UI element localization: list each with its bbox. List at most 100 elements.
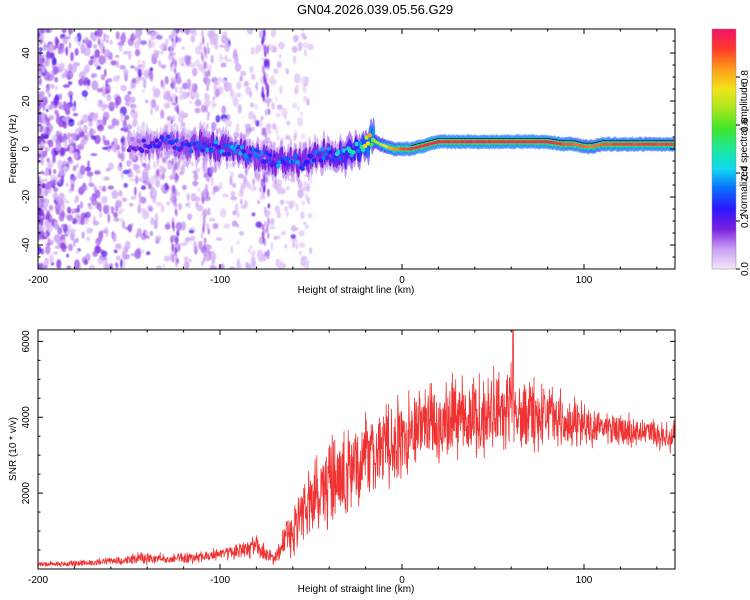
spectrogram-noise-blob	[124, 115, 130, 120]
spectrogram-noise-blob	[154, 212, 159, 222]
spectrogram-noise-blob	[41, 53, 47, 58]
spectrogram-noise-blob	[105, 39, 109, 43]
spectrogram-noise-blob	[58, 213, 65, 222]
spectrogram-noise-blob	[199, 41, 203, 50]
spectrogram-noise-blob	[106, 93, 112, 102]
spectrogram-noise-blob	[298, 230, 305, 237]
spectrogram-noise-blob	[164, 38, 169, 47]
spectrogram-noise-blob	[171, 216, 175, 223]
spectrogram-noise-blob	[300, 133, 306, 139]
spectrogram-noise-blob	[46, 157, 50, 163]
spectrogram-ridge-core	[157, 141, 163, 146]
spectrogram-noise-blob	[175, 221, 183, 231]
spectrogram-noise-blob	[70, 132, 77, 141]
spectrogram-noise-blob	[264, 206, 267, 215]
spectrogram-noise-blob	[52, 178, 57, 187]
spectrogram-noise-blob	[176, 191, 180, 197]
spectrogram-noise-blob	[160, 64, 167, 69]
spectrogram-noise-blob	[152, 160, 157, 170]
spectrogram-noise-blob	[145, 231, 149, 236]
spectrogram-ridge-core	[251, 147, 256, 152]
spectrogram-noise-blob	[263, 58, 267, 68]
spectrogram-noise-blob	[80, 217, 85, 226]
spectrogram-noise-blob	[41, 182, 46, 189]
spectrogram-noise-blob	[269, 78, 277, 86]
spectrogram-noise-blob	[91, 80, 99, 91]
spectrogram-noise-blob	[66, 70, 74, 80]
spectrogram-noise-blob	[105, 256, 108, 263]
spectrogram-noise-blob	[151, 55, 154, 63]
spectrogram-noise-blob	[239, 75, 243, 82]
spectrogram-noise-blob	[203, 188, 207, 195]
spectrogram-ridge-core	[272, 153, 277, 159]
spectrogram-noise-blob	[129, 110, 134, 116]
spectrogram-noise-blob	[87, 160, 90, 169]
spectrogram-noise-blob	[43, 124, 46, 135]
colorbar-tick-label: 0.8	[740, 70, 750, 84]
spectrogram-noise-blob	[76, 249, 80, 254]
spectrogram-noise-blob	[175, 95, 178, 104]
spectrogram-noise-blob	[204, 54, 208, 59]
spectrogram-noise-blob	[160, 109, 165, 119]
spectrogram-noise-blob	[276, 211, 281, 219]
spectrogram-noise-blob	[39, 226, 46, 232]
spectrogram-noise-blob	[123, 182, 128, 188]
spectrogram-noise-blob	[39, 262, 45, 268]
spectrogram-noise-blob	[53, 169, 57, 174]
spectrogram-y-ticks: -40 -20 0 20 40	[21, 28, 675, 270]
spectrogram-noise-blob	[155, 178, 161, 188]
spectrogram-ridge-core	[248, 153, 253, 158]
spectrogram-noise-blob	[66, 206, 72, 214]
spectrogram-noise-blob	[41, 66, 45, 73]
spectrogram-noise-blob	[261, 127, 265, 136]
spectrogram-noise-blob	[261, 231, 265, 239]
snr-x-tick-label: 0	[399, 575, 405, 586]
spectrogram-ridge-core	[193, 146, 199, 152]
spectrogram-noise-blob	[115, 199, 122, 209]
spectrogram-noise-blob	[118, 45, 123, 52]
spectrogram-noise-blob	[210, 266, 218, 269]
spectrogram-noise-blob	[103, 176, 110, 181]
spectrogram-noise-blob	[120, 138, 125, 143]
spectrogram-noise-blob	[207, 228, 211, 235]
spectrogram-noise-blob	[296, 105, 300, 112]
spectrogram-noise-blob	[248, 110, 255, 120]
colorbar-tick-label: 0.4	[740, 166, 750, 180]
spectrogram-noise-blob	[261, 65, 265, 74]
spectrogram-noise-blob	[211, 99, 216, 110]
spectrogram-noise-blob	[67, 132, 71, 141]
spectrogram-noise-blob	[212, 185, 220, 193]
spectrogram-noise-blob	[221, 31, 228, 37]
spectrogram-noise-blob	[90, 73, 98, 78]
spectrogram-ridge-core	[356, 148, 361, 153]
spectrogram-noise-blob	[234, 55, 239, 66]
spectrogram-noise-blob	[250, 73, 254, 80]
spectrogram-noise-blob	[172, 29, 176, 38]
spectrogram-noise-blob	[202, 222, 205, 232]
spectrogram-noise-blob	[265, 126, 271, 132]
spectrogram-noise-blob	[203, 243, 207, 252]
spectrogram-noise-blob	[55, 203, 61, 210]
colorbar-label: Normalized spectral amplitude	[739, 81, 750, 216]
spectrogram-noise-blob	[225, 119, 233, 128]
spectrogram-noise-blob	[53, 96, 60, 106]
spectrogram-noise-blob	[144, 99, 149, 104]
spectrogram-noise-blob	[72, 143, 76, 150]
spectrogram-noise-blob	[137, 204, 142, 214]
spectrogram-noise-blob	[261, 57, 265, 62]
spectrogram-noise-blob	[219, 78, 227, 83]
spectrogram-noise-blob	[173, 165, 176, 173]
spectrogram-noise-blob	[54, 220, 58, 228]
spectrogram-noise-blob	[124, 240, 131, 250]
spectrogram-noise-blob	[170, 235, 173, 244]
spectrogram-noise-blob	[142, 172, 148, 181]
spectrogram-noise-blob	[240, 70, 247, 77]
spectrogram-noise-blob	[249, 184, 256, 192]
spectrogram-noise-blob	[205, 165, 208, 174]
spectrogram-noise-blob	[292, 102, 298, 109]
spectrogram-noise-blob	[154, 104, 160, 112]
spectrogram-noise-blob	[194, 107, 201, 114]
spectrogram-noise-blob	[266, 224, 269, 233]
spectrogram-ridge-core	[284, 156, 289, 161]
spectrogram-noise-blob	[266, 89, 270, 98]
